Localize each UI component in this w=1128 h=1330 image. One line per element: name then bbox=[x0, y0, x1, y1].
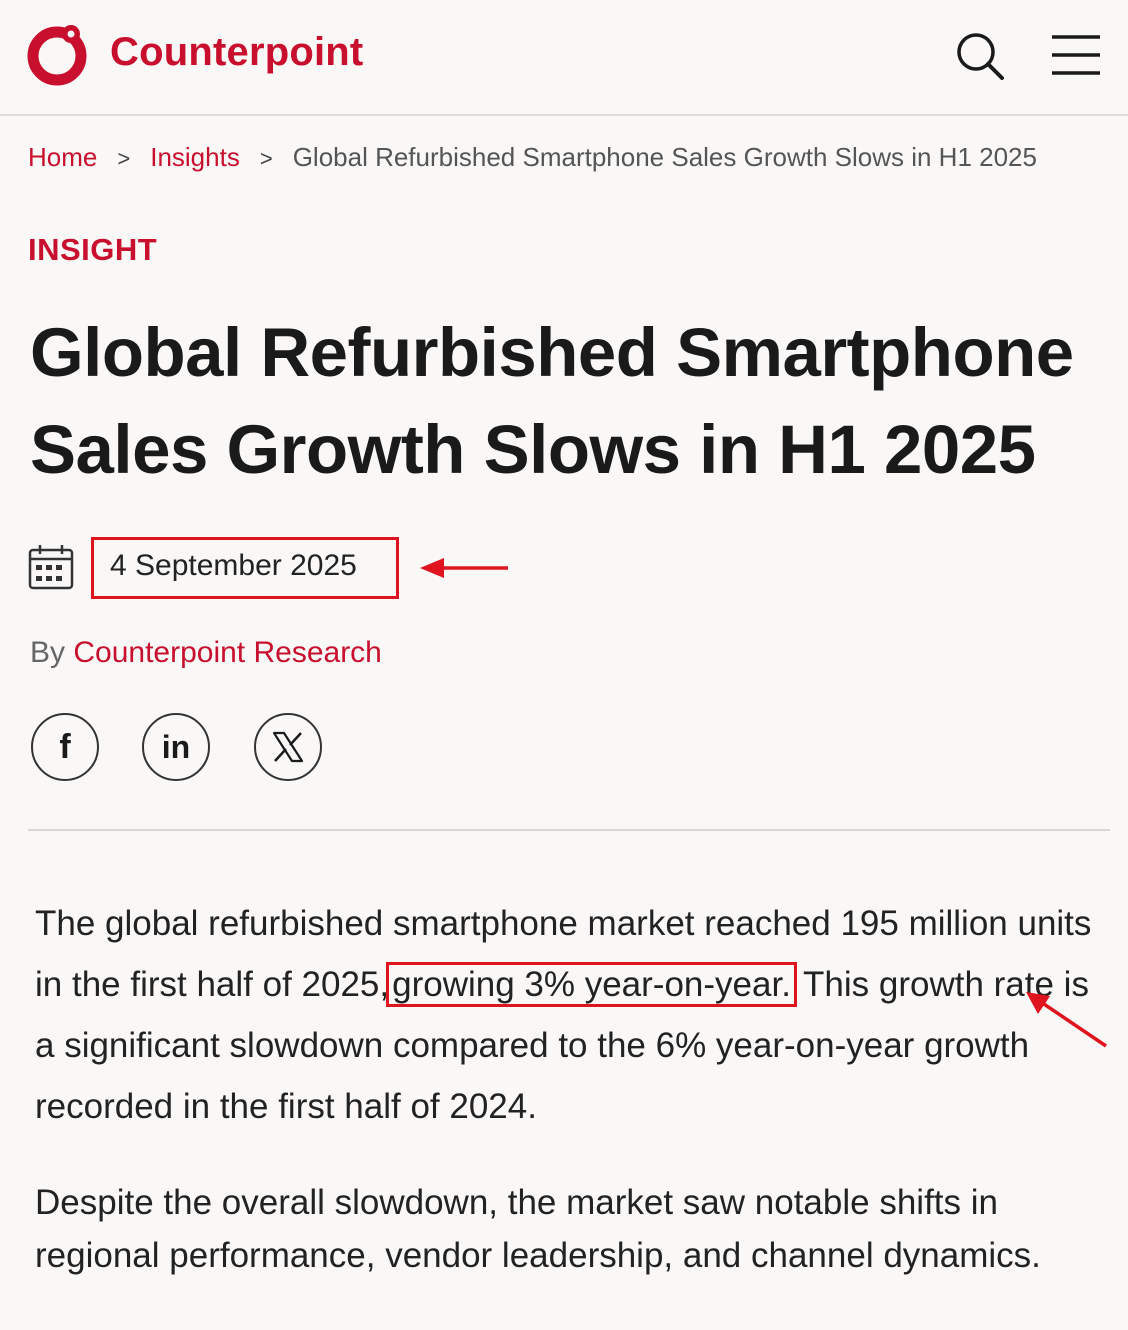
facebook-icon: f bbox=[59, 727, 71, 766]
date-highlight-box bbox=[91, 537, 399, 599]
divider bbox=[28, 829, 1110, 831]
share-facebook-button[interactable]: f bbox=[31, 713, 99, 781]
search-icon[interactable] bbox=[952, 28, 1008, 84]
calendar-icon bbox=[28, 545, 74, 590]
linkedin-icon: in bbox=[161, 728, 191, 765]
byline: By Counterpoint Research bbox=[30, 636, 382, 670]
article-title: Global Refurbished Smartphone Sales Grow… bbox=[30, 314, 1074, 488]
article-category[interactable]: INSIGHT bbox=[28, 232, 158, 267]
breadcrumb-separator: > bbox=[117, 146, 131, 171]
breadcrumb: Home > Insights > Global Refurbished Smartph… bbox=[28, 142, 1037, 173]
share-linkedin-button[interactable]: in bbox=[142, 713, 210, 781]
share-x-button[interactable] bbox=[254, 713, 322, 781]
article-paragraph: The global refurbished smartphone market… bbox=[35, 893, 1115, 1137]
breadcrumb-current: Global Refurbished Smartphone Sales Grow… bbox=[292, 142, 1037, 172]
breadcrumb-separator: > bbox=[259, 146, 273, 171]
counterpoint-logo-icon[interactable] bbox=[26, 20, 90, 88]
hamburger-menu-icon[interactable] bbox=[1048, 30, 1104, 80]
highlighted-text: growing 3% year-on-year. bbox=[386, 962, 797, 1007]
breadcrumb-insights-link[interactable]: Insights bbox=[150, 142, 240, 172]
article-paragraph: Despite the overall slowdown, the market… bbox=[35, 1183, 1041, 1275]
byline-prefix: By bbox=[30, 636, 66, 669]
publish-date: 4 September 2025 bbox=[110, 549, 357, 582]
annotation-arrow-icon bbox=[420, 558, 508, 578]
breadcrumb-home-link[interactable]: Home bbox=[28, 142, 98, 172]
annotation-arrow-icon bbox=[1026, 992, 1107, 1048]
site-header: Counterpoint bbox=[0, 0, 1128, 116]
x-icon bbox=[272, 731, 304, 763]
author-link[interactable]: Counterpoint Research bbox=[73, 636, 382, 669]
brand-name[interactable]: Counterpoint bbox=[110, 30, 364, 74]
paragraph-text: The global refurbished smartphone market… bbox=[35, 904, 1092, 1004]
